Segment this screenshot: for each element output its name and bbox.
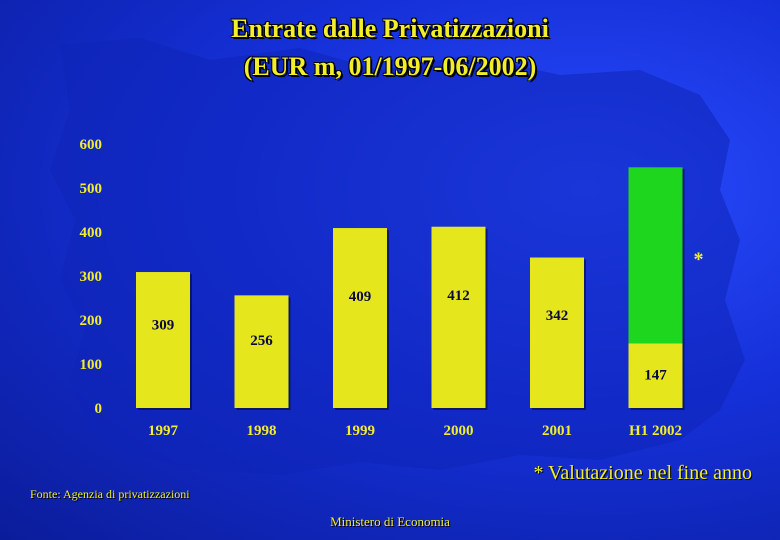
- bar: [431, 226, 486, 408]
- bar: [136, 272, 190, 408]
- x-tick-label: 1997: [148, 423, 179, 439]
- bar-value-label: 309: [152, 318, 175, 334]
- bar: [333, 228, 387, 408]
- bar-value-label: 409: [349, 289, 372, 305]
- y-tick-label: 600: [80, 137, 103, 153]
- bar: [628, 343, 683, 408]
- x-tick-label: 2001: [542, 423, 572, 439]
- ministry-label: Ministero di Economia: [330, 514, 450, 529]
- y-tick-label: 400: [80, 225, 103, 241]
- chart-subtitle: (EUR m, 01/1997-06/2002): [243, 52, 537, 81]
- bar: [530, 257, 584, 408]
- y-tick-label: 300: [80, 269, 103, 285]
- y-tick-label: 500: [80, 181, 103, 197]
- bar-value-label: 412: [447, 288, 470, 304]
- bar-value-label: 147: [644, 367, 667, 383]
- x-tick-label: 1999: [345, 423, 375, 439]
- bar-estimate: [628, 167, 683, 344]
- source-note: Fonte: Agenzia di privatizzazioni: [30, 487, 190, 501]
- bar: [234, 295, 289, 408]
- x-tick-label: 1998: [247, 423, 277, 439]
- y-tick-label: 0: [95, 401, 103, 417]
- estimate-marker: *: [694, 248, 704, 270]
- x-tick-label: H1 2002: [629, 423, 682, 439]
- x-tick-label: 2000: [444, 423, 474, 439]
- bar-value-label: 256: [250, 333, 273, 349]
- estimate-footnote: * Valutazione nel fine anno: [533, 462, 752, 484]
- bar-value-label: 342: [546, 308, 569, 324]
- chart-title: Entrate dalle Privatizzazioni: [231, 14, 549, 43]
- y-tick-label: 200: [80, 313, 103, 329]
- y-tick-label: 100: [80, 357, 103, 373]
